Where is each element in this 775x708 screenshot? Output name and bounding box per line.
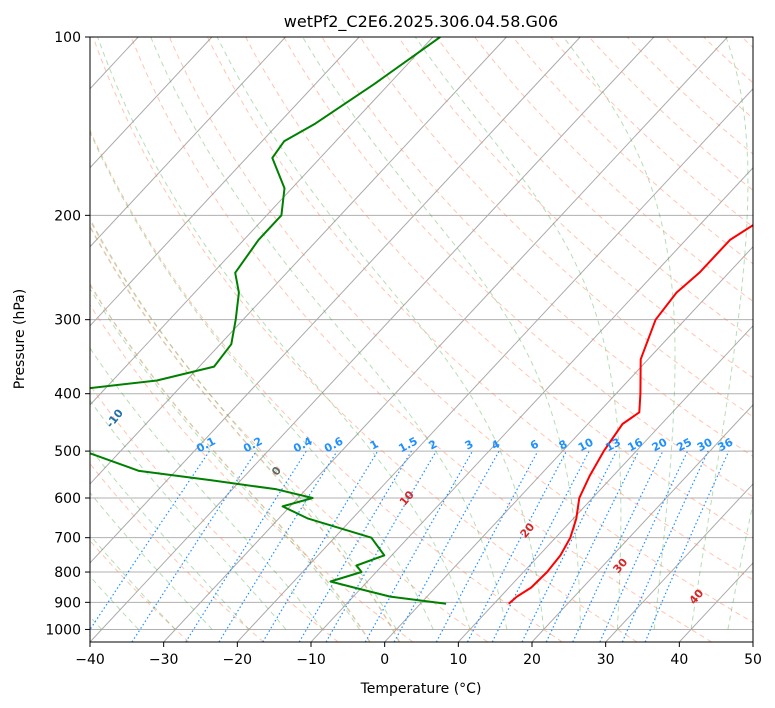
moist-adiabat-line (90, 287, 360, 630)
isotherm-line (90, 37, 434, 406)
mixing-ratio-label: 36 (716, 435, 736, 454)
isotherm-line (90, 37, 507, 485)
mixing-ratio-line (185, 450, 307, 642)
isotherm-line (531, 404, 753, 642)
dry-adiabat-line (245, 37, 753, 539)
x-tick-label: −10 (296, 652, 326, 668)
moist-adiabat-line (90, 534, 176, 630)
y-tick-label: 200 (54, 208, 81, 224)
mixing-ratio-line (644, 450, 730, 642)
mixing-ratio-line (262, 450, 379, 642)
moist-adiabat-line (90, 491, 213, 630)
moist-adiabat-line (97, 37, 471, 630)
mixing-ratio-label: 16 (625, 435, 645, 454)
isotherm-line (90, 37, 581, 564)
mixing-ratio-line (435, 450, 539, 642)
x-tick-label: 50 (744, 652, 762, 668)
moist-adiabat-line (150, 37, 508, 630)
dry-adiabat-line (207, 37, 753, 581)
isotherm-line (384, 246, 753, 642)
moist-adiabat-line (90, 575, 139, 630)
mixing-ratio-label: 30 (695, 435, 715, 454)
x-tick-label: 10 (449, 652, 467, 668)
isotherm-line (605, 483, 753, 642)
moist-adiabat-line (90, 131, 434, 630)
x-tick-label: 0 (380, 652, 389, 668)
mixing-ratio-label: 20 (650, 435, 670, 454)
mixing-ratio-line (621, 450, 709, 642)
dry-adiabat-line (130, 37, 712, 642)
moist-adiabat-line (302, 37, 581, 630)
dry-adiabat-line (359, 37, 753, 418)
temperature-profile-line (508, 223, 753, 605)
chart-title: wetPf2_C2E6.2025.306.04.58.G06 (284, 12, 558, 32)
mixing-ratio-label: 13 (603, 436, 623, 455)
mixing-ratio-line (218, 450, 338, 642)
isotherm-line (457, 325, 753, 642)
y-tick-label: 800 (54, 565, 81, 581)
dry-adiabat-line (626, 37, 753, 155)
mixing-ratio-line (393, 450, 500, 642)
mixing-ratio-line (599, 450, 689, 642)
dry-adiabat-line (397, 37, 753, 379)
axes: −40 −30 −20 −10 0 10 20 30 40 50 100 200 300 400 500 60… (45, 30, 762, 668)
isotherm-line (90, 37, 655, 642)
data-series (90, 37, 753, 605)
mixing-ratio-label: 10 (576, 435, 596, 454)
y-tick-label: 100 (54, 30, 81, 46)
dry-adiabat-line (90, 129, 563, 642)
dewpoint-profile-line (90, 37, 447, 605)
grid-lines (90, 37, 753, 642)
mixing-ratio-label: 25 (674, 436, 694, 455)
plot-frame (89, 36, 754, 643)
y-tick-label: 700 (54, 531, 81, 547)
theta-e-line (90, 283, 371, 642)
mixing-ratio-line (545, 450, 640, 642)
theta-e-line (90, 225, 401, 642)
y-tick-label: 400 (54, 387, 81, 403)
x-tick-label: −40 (75, 652, 105, 668)
mixing-ratio-line (364, 450, 474, 642)
moist-adiabat-line (216, 37, 545, 630)
isotherm-line (310, 167, 753, 642)
isotherm-line (90, 37, 360, 327)
dry-adiabat-line (90, 462, 264, 642)
y-tick-label: 600 (54, 491, 81, 507)
x-axis-title: Temperature (°C) (360, 681, 482, 697)
y-tick-label: 900 (54, 595, 81, 611)
x-tick-label: −20 (223, 652, 253, 668)
y-tick-label: 300 (54, 313, 81, 329)
dry-adiabat-line (321, 37, 753, 458)
y-tick-label: 500 (54, 444, 81, 460)
isotherm-line (90, 37, 286, 248)
moist-adiabat-line (563, 37, 676, 630)
x-tick-label: 40 (670, 652, 688, 668)
x-tick-label: 20 (523, 652, 541, 668)
moist-adiabat-line (90, 447, 250, 630)
mixing-ratio-line (572, 450, 664, 642)
dry-adiabat-line (168, 37, 753, 624)
moist-adiabat-line (690, 37, 749, 630)
isotherm-line (90, 37, 213, 169)
mixing-ratio-line (298, 450, 413, 642)
dry-adiabat-line (283, 37, 753, 498)
y-tick-label: 1000 (45, 622, 81, 638)
mixing-ratio-line (521, 450, 618, 642)
isotherm-line (163, 37, 728, 642)
moist-adiabat-line (90, 399, 287, 630)
y-axis-title: Pressure (hPa) (12, 289, 28, 389)
moist-adiabat-line (414, 37, 622, 630)
moist-adiabat-line (90, 217, 397, 630)
x-tick-label: −30 (149, 652, 179, 668)
mixing-ratio-line (325, 450, 437, 642)
x-tick-label: 30 (597, 652, 615, 668)
